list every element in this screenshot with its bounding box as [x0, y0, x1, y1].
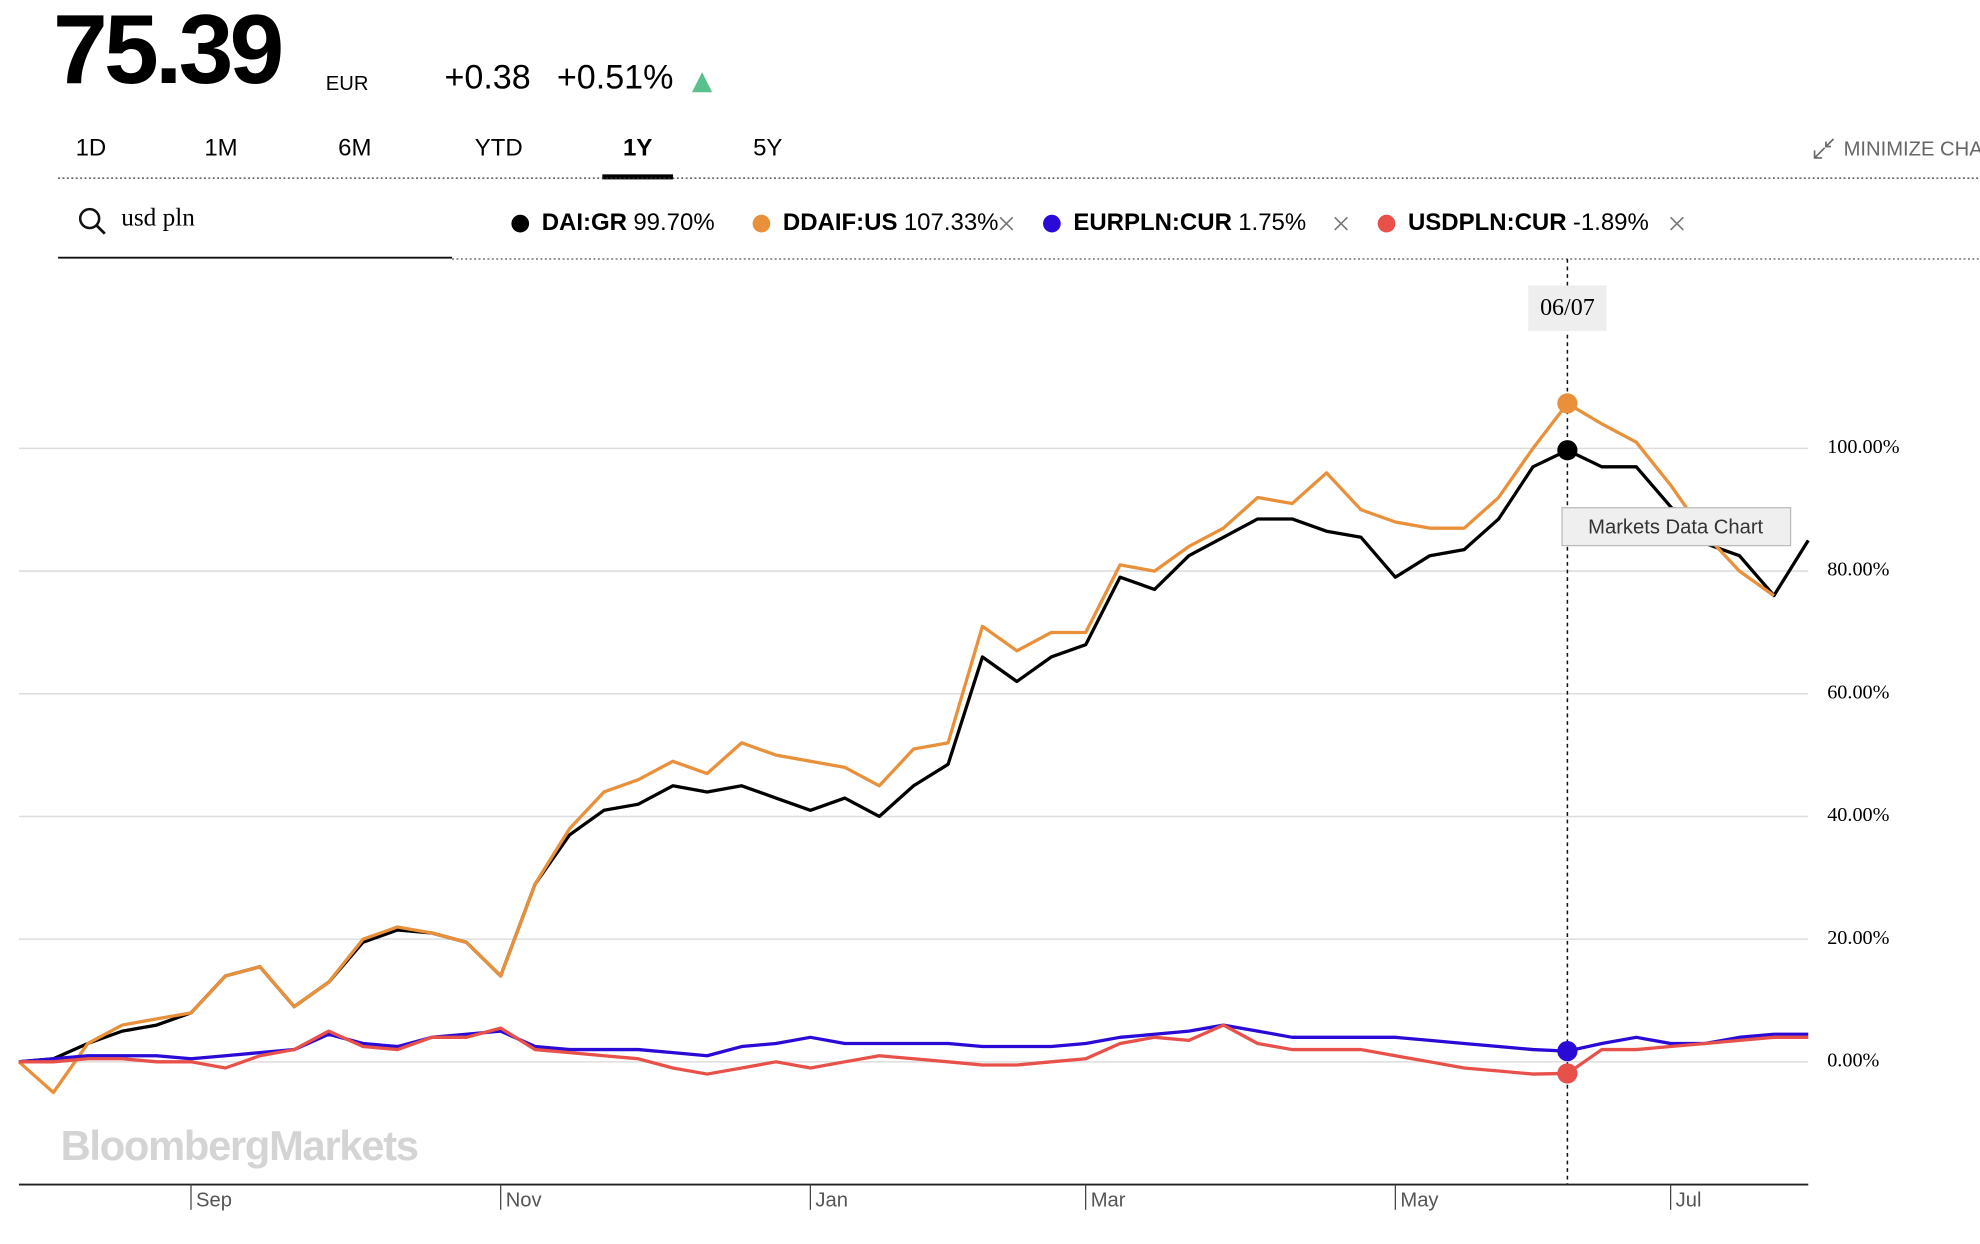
legend-value: 1.75%: [1238, 209, 1306, 236]
tabs: 1D 1M 6M YTD 1Y 5Y: [76, 134, 782, 180]
series-line: [18, 1023, 1809, 1064]
search-box[interactable]: usd pln: [58, 204, 453, 259]
series-line: [18, 448, 1810, 1064]
search-icon-handle: [95, 224, 106, 235]
watermark: BloombergMarkets: [61, 1122, 418, 1169]
hover-point: [1557, 440, 1578, 461]
y-tick-label: 80.00%: [1827, 559, 1889, 581]
search-text: usd pln: [121, 204, 195, 232]
y-tick-label: 100.00%: [1827, 436, 1900, 458]
hint-text: Markets Data Chart: [1588, 516, 1763, 538]
tab[interactable]: 1Y: [623, 134, 652, 161]
currency: EUR: [326, 73, 369, 95]
legend-name: USDPLN:CUR: [1408, 209, 1567, 236]
tab[interactable]: YTD: [475, 134, 523, 161]
legend-name: DAI:GR: [542, 209, 627, 236]
remove-series[interactable]: [1334, 216, 1348, 231]
legend-name: EURPLN:CUR: [1073, 209, 1232, 236]
y-tick-label: 40.00%: [1827, 804, 1889, 826]
x-tick-label: Mar: [1091, 1189, 1126, 1211]
minimize-button[interactable]: MINIMIZE CHA: [1813, 138, 1980, 161]
tab[interactable]: 5Y: [753, 134, 782, 161]
x-tick-label: Sep: [196, 1189, 232, 1211]
tab[interactable]: 1D: [76, 134, 107, 161]
legend: DAI:GR 99.70% DDAIF:US 107.33% EURPLN:CUR 1.7…: [511, 209, 1684, 236]
hover-point: [1557, 1063, 1578, 1084]
y-tick-label: 0.00%: [1827, 1050, 1879, 1072]
change: +0.38: [444, 59, 530, 97]
search-icon: [78, 207, 101, 230]
x-tick-label: Jul: [1676, 1189, 1702, 1211]
x-tick-label: May: [1400, 1189, 1439, 1211]
minimize-icon: [1813, 138, 1835, 159]
date-tooltip: 06/07: [1540, 295, 1595, 321]
plot: 0.00% 20.00% 40.00% 60.00% 80.00% 100.00% Sep N…: [17, 258, 1900, 1211]
hover-point: [1557, 1041, 1578, 1062]
change-pct: +0.51%: [557, 59, 674, 97]
tab[interactable]: 6M: [338, 134, 371, 161]
legend-swatch: [511, 214, 530, 233]
x-tick-label: Nov: [506, 1189, 543, 1211]
legend-swatch: [1377, 214, 1396, 233]
date-tooltip-box: [1528, 285, 1607, 331]
minimize-label: MINIMIZE CHA: [1844, 139, 1980, 161]
series-line: [17, 401, 1775, 1095]
y-tick-label: 20.00%: [1827, 927, 1889, 949]
price: 75.39: [53, 0, 282, 104]
hint-box: [1561, 507, 1792, 547]
hover-point: [1557, 393, 1578, 414]
y-tick-label: 60.00%: [1827, 681, 1889, 703]
legend-swatch: [752, 214, 771, 233]
series-line: [18, 1023, 1809, 1076]
tab-underline: [602, 174, 674, 180]
legend-name: DDAIF:US: [783, 209, 898, 236]
legend-value: -1.89%: [1573, 209, 1649, 236]
tab[interactable]: 1M: [204, 134, 237, 161]
remove-series[interactable]: [999, 216, 1014, 231]
remove-series[interactable]: [1670, 216, 1684, 231]
up-arrow: [691, 72, 713, 93]
x-tick-label: Jan: [815, 1189, 848, 1211]
legend-value: 99.70%: [633, 209, 714, 236]
legend-swatch: [1043, 214, 1061, 233]
legend-value: 107.33%: [904, 209, 999, 236]
